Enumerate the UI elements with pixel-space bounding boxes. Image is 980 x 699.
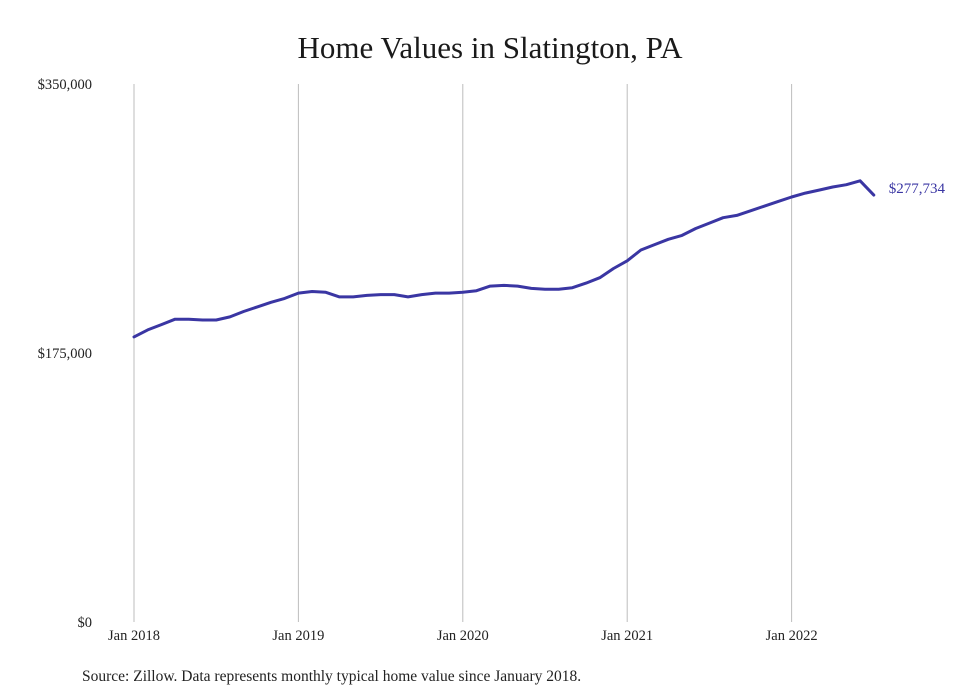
data-point — [393, 293, 396, 296]
data-point — [845, 183, 848, 186]
data-point — [872, 194, 875, 197]
data-point — [831, 186, 834, 189]
data-point — [133, 335, 136, 338]
data-point — [708, 222, 711, 225]
data-point — [256, 305, 259, 308]
data-point — [694, 227, 697, 230]
data-point — [722, 216, 725, 219]
data-point — [735, 214, 738, 217]
data-point — [571, 286, 574, 289]
data-point — [585, 282, 588, 285]
data-point — [324, 291, 327, 294]
data-point — [160, 323, 163, 326]
x-tick-label: Jan 2021 — [601, 628, 653, 644]
line-chart: $0$175,000$350,000 Jan 2018 Jan 2019 Jan 2… — [38, 77, 946, 644]
data-point — [530, 287, 533, 290]
data-point — [174, 318, 177, 321]
data-point — [598, 276, 601, 279]
y-tick-label: $175,000 — [38, 346, 92, 362]
x-tick-label: Jan 2019 — [272, 628, 324, 644]
data-point — [379, 293, 382, 296]
data-point — [804, 192, 807, 195]
data-point — [639, 249, 642, 252]
data-point — [365, 294, 368, 297]
y-tick-label: $350,000 — [38, 77, 92, 93]
data-point — [626, 259, 629, 262]
series-group: $277,734 — [132, 179, 946, 339]
data-point — [146, 328, 149, 331]
data-point — [242, 310, 245, 313]
data-point — [434, 292, 437, 295]
data-point — [420, 293, 423, 296]
data-point — [544, 288, 547, 291]
y-tick-labels: $0 $175,000 $350,000 — [38, 77, 92, 631]
gridlines — [133, 84, 793, 622]
data-point — [790, 196, 793, 199]
data-point — [311, 290, 314, 293]
data-point — [201, 319, 204, 322]
data-point — [653, 243, 656, 246]
data-point — [338, 295, 341, 298]
data-point — [352, 295, 355, 298]
data-point — [448, 292, 451, 295]
x-tick-label: Jan 2018 — [108, 628, 160, 644]
data-point — [297, 292, 300, 295]
data-point — [667, 238, 670, 241]
data-point — [557, 288, 560, 291]
data-point — [776, 200, 779, 203]
x-tick-label: Jan 2022 — [766, 628, 818, 644]
source-note: Source: Zillow. Data represents monthly … — [82, 668, 582, 685]
end-value-label: $277,734 — [889, 181, 946, 197]
data-point — [763, 205, 766, 208]
data-point — [215, 319, 218, 322]
data-point — [818, 189, 821, 192]
data-point — [187, 318, 190, 321]
data-point — [270, 301, 273, 304]
data-point — [612, 267, 615, 270]
data-point — [489, 285, 492, 288]
data-point — [283, 297, 286, 300]
data-point — [681, 234, 684, 237]
x-tick-label: Jan 2020 — [437, 628, 489, 644]
data-point — [475, 289, 478, 292]
data-point — [516, 285, 519, 288]
y-tick-label: $0 — [78, 615, 93, 631]
data-point — [407, 295, 410, 298]
data-point — [859, 179, 862, 182]
series-line — [132, 179, 876, 339]
data-point — [502, 284, 505, 287]
data-point — [461, 291, 464, 294]
data-point — [228, 315, 231, 318]
data-point — [749, 209, 752, 212]
chart-title: Home Values in Slatington, PA — [297, 30, 683, 65]
x-tick-labels: Jan 2018 Jan 2019 Jan 2020 Jan 2021 Jan 2022 — [108, 628, 818, 644]
